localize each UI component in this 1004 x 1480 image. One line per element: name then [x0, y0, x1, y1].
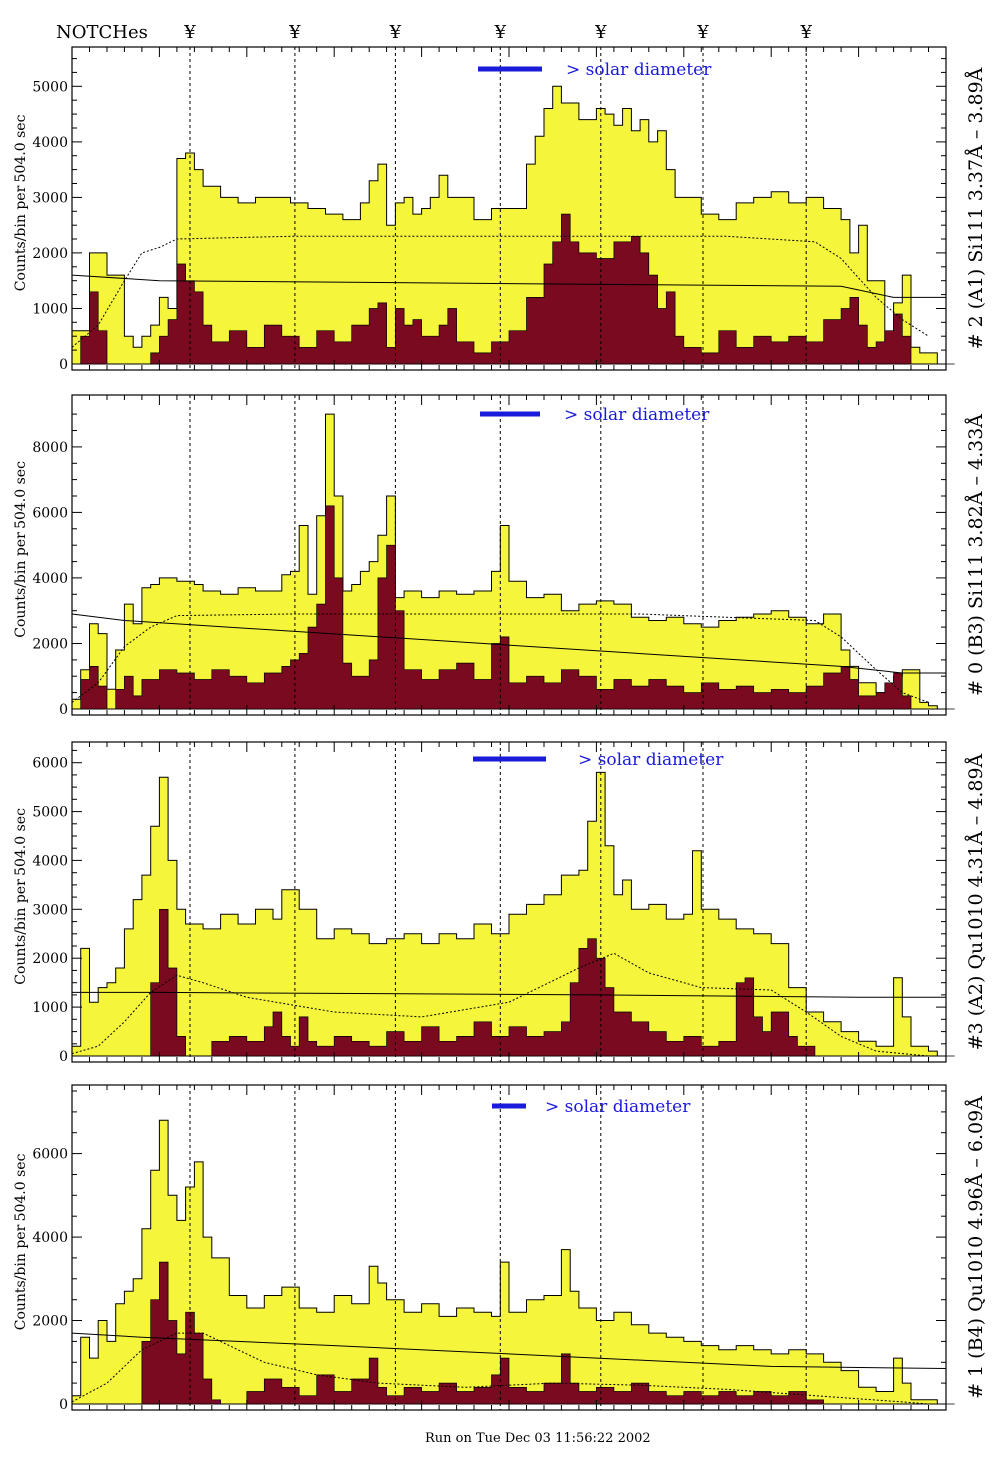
background-solid-line	[72, 991, 946, 998]
panel-2: 0 1000 2000 3000 4000 5000 6000 504.0 sec Counts…	[13, 741, 987, 1065]
panel-title: # 0 (B3) Si111 3.82Å – 4.33Å	[965, 414, 987, 696]
y-tick-label: 4000	[32, 135, 68, 151]
notch-symbol: ¥	[594, 22, 607, 43]
panel-0: 0 1000 2000 3000 4000 5000 504.0 sec Counts/bin…	[13, 46, 987, 373]
notches-label: NOTCHes	[56, 22, 148, 43]
legend-label: > solar diameter	[566, 60, 712, 80]
y-axis-label-top: 504.0 sec	[13, 1153, 29, 1221]
y-tick-label: 4000	[32, 571, 68, 587]
detail-counts-histogram	[72, 908, 955, 1057]
total-counts-histogram	[71, 85, 938, 365]
background-solid-line	[71, 1332, 947, 1369]
legend-label: > solar diameter	[578, 750, 724, 770]
y-tick-label: 1000	[32, 1000, 68, 1016]
y-tick-label: 4000	[32, 1230, 68, 1246]
total-counts-histogram	[71, 413, 938, 710]
y-axis-label-bottom: Counts/bin per	[13, 1224, 29, 1330]
panel-title: # 1 (B4) Qu1010 4.96Å – 6.09Å	[965, 1096, 987, 1399]
notch-symbol: ¥	[389, 22, 402, 43]
y-tick-label: 8000	[32, 440, 68, 456]
y-tick-label: 6000	[32, 505, 68, 521]
background-solid-line	[71, 613, 946, 674]
y-axis-label-top: 504.0 sec	[13, 808, 29, 876]
y-tick-label: 2000	[32, 246, 68, 262]
y-tick-label: 0	[59, 1397, 68, 1413]
total-counts-histogram	[71, 1119, 938, 1405]
y-axis-label-bottom: Counts/bin per	[13, 532, 29, 638]
notch-symbol: ¥	[183, 22, 196, 43]
run-label: Run on Tue Dec 03 11:56:22 2002	[425, 1431, 651, 1446]
notch-marks: ¥ ¥ ¥ ¥ ¥ ¥ ¥	[183, 22, 812, 43]
y-tick-label: 1000	[32, 302, 68, 318]
y-tick-label: 2000	[32, 637, 68, 653]
total-counts-histogram	[71, 771, 938, 1057]
y-axis-label-top: 504.0 sec	[13, 114, 29, 182]
y-tick-label: 6000	[32, 1147, 68, 1163]
model-dashed-line	[71, 1332, 929, 1405]
notch-symbol: ¥	[696, 22, 709, 43]
y-axis-label-top: 504.0 sec	[13, 461, 29, 529]
y-tick-label: 2000	[32, 951, 68, 967]
y-tick-label: 5000	[32, 79, 68, 95]
y-tick-label: 0	[59, 702, 68, 718]
y-tick-label: 6000	[32, 756, 68, 772]
detail-counts-histogram	[72, 505, 955, 710]
panel-title: #3 (A2) Qu1010 4.31Å – 4.89Å	[965, 753, 987, 1050]
notch-symbol: ¥	[799, 22, 812, 43]
y-tick-label: 4000	[32, 853, 68, 869]
model-dashed-line	[71, 613, 929, 703]
y-tick-label: 3000	[32, 190, 68, 206]
notch-symbol: ¥	[288, 22, 301, 43]
y-tick-label: 0	[59, 357, 68, 373]
y-axis-label-bottom: Counts/bin per	[13, 879, 29, 985]
background-solid-line	[71, 274, 946, 298]
y-tick-label: 0	[59, 1049, 68, 1065]
panel-title: # 2 (A1) Si111 3.37Å – 3.89Å	[965, 67, 987, 349]
legend-label: > solar diameter	[545, 1097, 691, 1117]
detail-counts-histogram	[72, 1261, 955, 1405]
model-dashed-line	[71, 235, 929, 348]
legend-label: > solar diameter	[564, 405, 710, 425]
y-tick-label: 3000	[32, 902, 68, 918]
notch-symbol: ¥	[494, 22, 507, 43]
y-tick-label: 2000	[32, 1314, 68, 1330]
y-tick-label: 5000	[32, 805, 68, 821]
detail-counts-histogram	[72, 213, 955, 365]
y-axis-label-bottom: Counts/bin per	[13, 185, 29, 291]
